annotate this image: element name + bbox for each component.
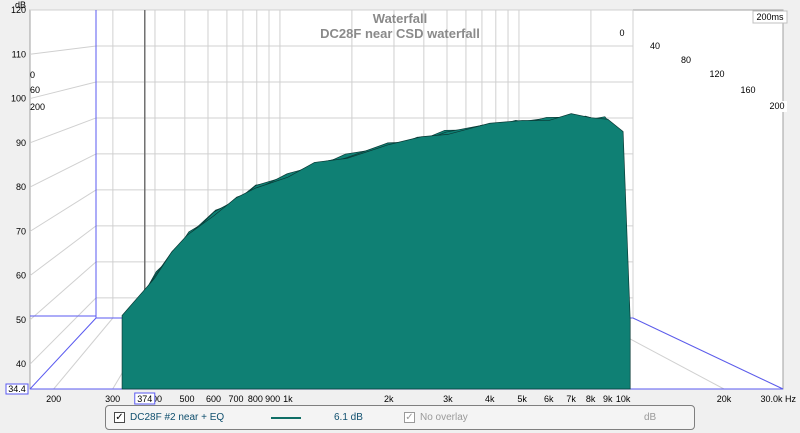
x-tick-label: 7k [566, 394, 576, 404]
x-tick-label: 300 [105, 394, 120, 404]
time-tick-box [645, 41, 665, 52]
y-tick-label: 60 [16, 271, 26, 281]
time-tick-box [738, 85, 758, 96]
x-tick-label: 800 [248, 394, 263, 404]
cursor-label: 374 [137, 394, 152, 404]
time-tick-label: 160 [740, 85, 755, 95]
grid-line-floor [53, 317, 114, 390]
y-tick-label: 40 [16, 359, 26, 369]
series-checkbox[interactable]: ✓ [114, 412, 125, 423]
series-line-swatch [271, 417, 301, 419]
x-tick-label: 10k [616, 394, 631, 404]
overlay-unit: dB [644, 412, 657, 423]
time-tick-label: 80 [681, 55, 691, 65]
y-tick-label: 120 [11, 5, 26, 15]
chart-subtitle: DC28F near CSD waterfall [320, 26, 480, 41]
y-axis-unit: dB [15, 0, 26, 10]
tick-labels: 405060708090100110120dB34.42003004005006… [5, 0, 796, 405]
y-tick-label: 110 [12, 49, 26, 59]
x-tick-label: 20k [717, 394, 732, 404]
y-tick-label: 100 [11, 94, 26, 104]
time-range-label: 200ms [756, 12, 784, 22]
x-tick-label: 4k [485, 394, 495, 404]
grid-line-side [29, 225, 97, 277]
series-value: 6.1 dB [334, 412, 363, 423]
time-tick-label: 40 [650, 41, 660, 51]
x-tick-label: 500 [180, 394, 195, 404]
x-tick-label: 9k [603, 394, 613, 404]
waterfall-slice-0ms [121, 113, 631, 390]
x-tick-label: 5k [517, 394, 527, 404]
y-tick-label: 80 [16, 182, 26, 192]
grid-line-side [29, 117, 97, 144]
overlay-checkbox[interactable]: ✓ [404, 412, 415, 423]
y-bottom-label: 34.4 [8, 384, 26, 394]
x-tick-label: 8k [586, 394, 596, 404]
x-tick-label: 1k [283, 394, 293, 404]
x-tick-label: 6k [544, 394, 554, 404]
y-bottom-box [5, 383, 29, 395]
grid-line-side [29, 261, 97, 321]
side-time-label: 0 [30, 70, 35, 80]
grid-line-side [29, 45, 97, 55]
x-tick-label: 2k [384, 394, 394, 404]
x-tick-label: 700 [228, 394, 243, 404]
waterfall-slices [121, 113, 631, 390]
time-tick-box [707, 69, 727, 80]
time-tick-label: 120 [709, 69, 724, 79]
time-tick-label: 200 [769, 101, 784, 111]
time-range-box [752, 10, 788, 24]
x-tick-label: 600 [206, 394, 221, 404]
time-tick-box [676, 55, 696, 66]
x-tick-label: 30.0k Hz [760, 394, 796, 404]
legend-bar: ✓ DC28F #2 near + EQ 6.1 dB ✓ No overlay… [105, 405, 695, 430]
y-tick-label: 70 [16, 226, 26, 236]
grid-line-side [29, 297, 97, 365]
series-name: DC28F #2 near + EQ [130, 412, 225, 423]
waterfall-chart[interactable]: 405060708090100110120dB34.42003004005006… [0, 0, 800, 405]
chart-title: Waterfall [373, 11, 427, 26]
x-tick-label: 900 [265, 394, 280, 404]
time-tick-box [612, 28, 632, 39]
x-tick-label: 200 [46, 394, 61, 404]
grid-line-side [29, 81, 97, 100]
cursor-box [134, 392, 156, 405]
side-time-label: 200 [30, 102, 45, 112]
time-tick-box [767, 101, 787, 112]
y-tick-label: 90 [16, 138, 26, 148]
side-time-label: 60 [30, 85, 40, 95]
time-tick-label: 0 [619, 28, 624, 38]
overlay-label: No overlay [420, 412, 468, 423]
grid-line-side [29, 189, 97, 232]
grid-line-side [29, 153, 97, 188]
y-tick-label: 50 [16, 315, 26, 325]
x-tick-label: 3k [443, 394, 453, 404]
